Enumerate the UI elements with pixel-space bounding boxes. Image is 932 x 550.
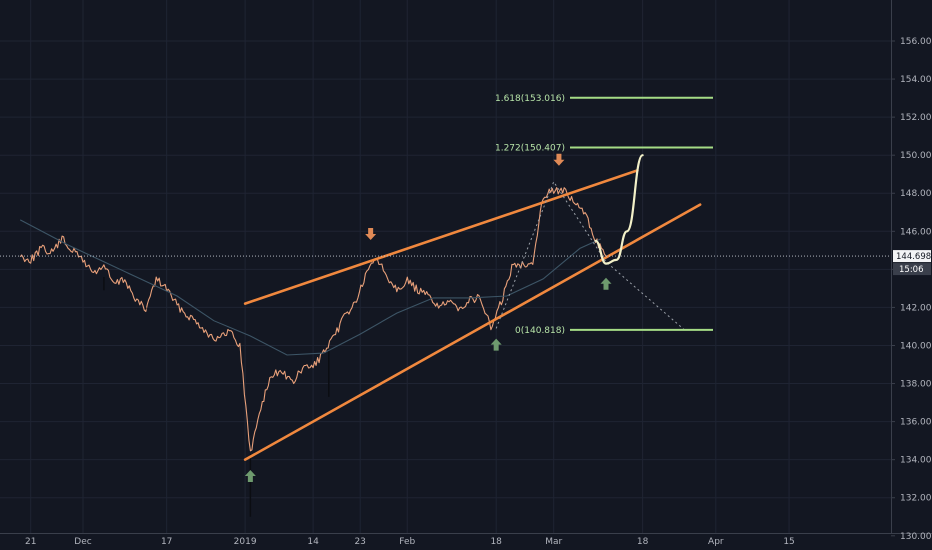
y-tick-label: 134.000 [900,456,932,466]
current-price-text: 144.698 [896,252,931,262]
x-tick-label: Apr [708,537,724,547]
y-tick-label: 152.000 [900,113,932,123]
x-tick-label: Dec [74,537,91,547]
x-tick-label: 14 [307,537,319,547]
x-tick-label: 18 [637,537,649,547]
y-tick-label: 132.000 [900,494,932,504]
arrow-up-icon [490,338,502,351]
x-tick-label: 2019 [234,537,257,547]
arrow-down-icon [553,153,565,166]
channel-upper-line [243,169,639,305]
countdown-text: 15:06 [899,265,924,275]
y-tick-label: 138.000 [900,380,932,390]
y-tick-label: 156.000 [900,37,932,47]
series [19,187,607,517]
y-tick-label: 150.000 [900,151,932,161]
x-tick-label: Mar [545,537,562,547]
current-price-badge [893,250,931,263]
arrow-up-icon [244,469,256,482]
channel-lower-line [243,203,702,461]
time-axis [0,533,932,550]
grid [0,0,891,537]
y-tick-label: 136.000 [900,418,932,428]
moving-average-line [19,219,602,356]
price-series-line [19,187,607,452]
y-tick-label: 140.000 [900,341,932,351]
drawings: 1.618(153.016) 1.272(150.407) 0(140.818) [0,94,891,482]
fib-level-label: 0(140.818) [515,326,565,336]
countdown-badge [893,263,931,276]
y-tick-label: 142.000 [900,303,932,313]
y-tick-label: 148.000 [900,189,932,199]
x-tick-label: 23 [354,537,365,547]
x-tick-label: 17 [161,537,172,547]
x-tick-label: 15 [783,537,794,547]
projection-dotted-path [495,180,685,331]
arrow-down-icon [365,228,377,241]
x-tick-label: 21 [25,537,36,547]
fib-level-label: 1.272(150.407) [495,144,565,154]
x-tick-label: Feb [399,537,415,547]
y-tick-label: 130.000 [900,532,932,542]
y-tick-label: 146.000 [900,227,932,237]
projection-curve [594,154,644,265]
fib-level-label: 1.618(153.016) [495,94,565,104]
y-tick-label: 154.000 [900,75,932,85]
arrow-up-icon [600,277,612,290]
x-tick-label: 18 [490,537,502,547]
